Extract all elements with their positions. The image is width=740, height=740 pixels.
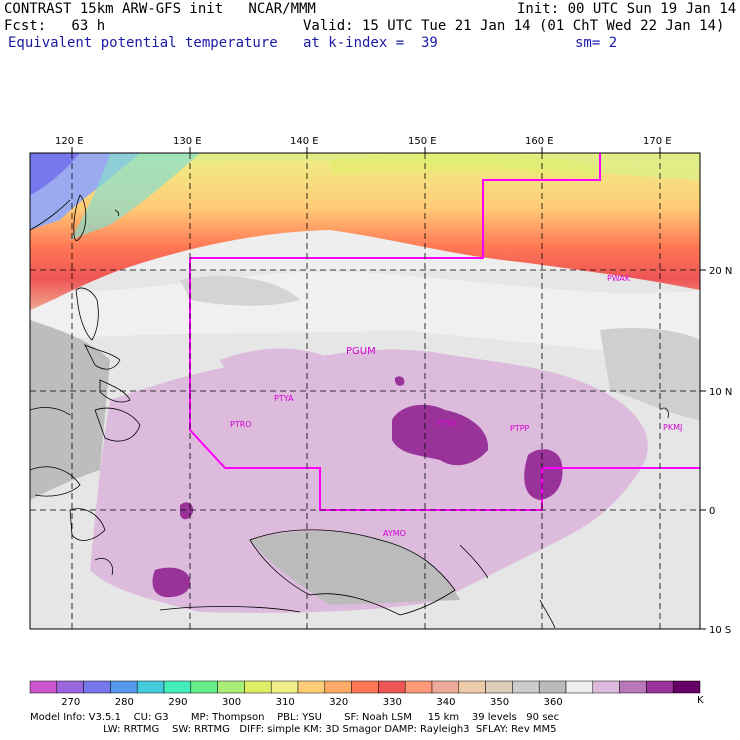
header-title: CONTRAST 15km ARW-GFS init NCAR/MMM [4,1,316,17]
colorbar-swatch [217,680,245,694]
header-valid-time: Valid: 15 UTC Tue 21 Jan 14 (01 ChT Wed … [303,18,725,34]
station-pgum: PGUM [346,346,376,357]
colorbar-tick-label: 330 [383,697,402,708]
graticule [30,153,700,629]
model-info-line-2: LW: RRTMG SW: RRTMG DIFF: simple KM: 3D … [30,724,557,735]
header-field-name: Equivalent potential temperature [8,35,278,51]
colorbar-tick-label: 350 [490,697,509,708]
colorbar-swatch [619,680,647,694]
colorbar: 270 280 290 300 310 320 330 340 350 360 [29,680,701,708]
station-pkmj: PKMJ [663,423,682,432]
colorbar-swatch [270,680,299,694]
colorbar-tick-label: 360 [544,697,563,708]
colorbar-swatch [565,680,594,694]
colorbar-swatch [538,680,567,694]
colorbar-swatch [404,680,433,694]
colorbar-swatch [672,680,701,694]
colorbar-swatch [190,680,218,694]
header-level: at k-index = 39 [303,35,438,51]
colorbar-swatch [136,680,165,694]
colorbar-tick-label: 300 [222,697,241,708]
lon-label-160e: 160 E [525,136,554,147]
colorbar-swatch [297,680,326,694]
lat-label-20n: 20 N [709,266,732,277]
header-forecast-hour: Fcst: 63 h [4,18,106,34]
colorbar-swatch [29,680,58,694]
axis-ticks [71,147,706,630]
colorbar-swatch [646,680,674,694]
header-init-time: Init: 00 UTC Sun 19 Jan 14 [517,1,737,17]
colorbar-swatch [378,680,406,694]
lon-label-140e: 140 E [290,136,319,147]
lon-label-170e: 170 E [643,136,672,147]
colorbar-swatch [83,680,111,694]
colorbar-tick-label: 270 [61,697,80,708]
model-info-line-1: Model Info: V3.5.1 CU: G3 MP: Thompson P… [30,712,560,723]
station-ptro: PTRO [230,420,252,429]
colorbar-swatch [163,680,192,694]
colorbar-swatch [324,680,352,694]
lat-label-0: 0 [709,506,715,517]
colorbar-swatch [244,680,272,694]
station-ptkk: PTKK [437,419,458,428]
field-shading [30,153,700,629]
lon-label-150e: 150 E [408,136,437,147]
lon-label-130e: 130 E [173,136,202,147]
station-ptpp: PTPP [510,424,530,433]
colorbar-swatch [351,680,379,694]
colorbar-tick-label: 280 [115,697,134,708]
lat-label-10s: 10 S [709,625,731,636]
station-aymo: AYMO [383,529,406,538]
station-pwak: PWAK [607,274,631,283]
colorbar-tick-label: 290 [168,697,187,708]
station-ptya: PTYA [274,394,294,403]
colorbar-swatch [110,680,138,694]
colorbar-tick-label: 340 [436,697,455,708]
lon-label-120e: 120 E [55,136,84,147]
lat-label-10n: 10 N [709,387,732,398]
coastlines [30,194,669,629]
colorbar-tick-label: 310 [276,697,295,708]
colorbar-tick-label: 320 [329,697,348,708]
colorbar-swatch [512,680,540,694]
colorbar-swatch [592,680,620,694]
colorbar-swatch [458,680,486,694]
header-smoothing: sm= 2 [575,35,618,51]
colorbar-unit: K [697,695,704,706]
colorbar-swatch [485,680,513,694]
colorbar-swatch [431,680,460,694]
colorbar-swatch [56,680,84,694]
